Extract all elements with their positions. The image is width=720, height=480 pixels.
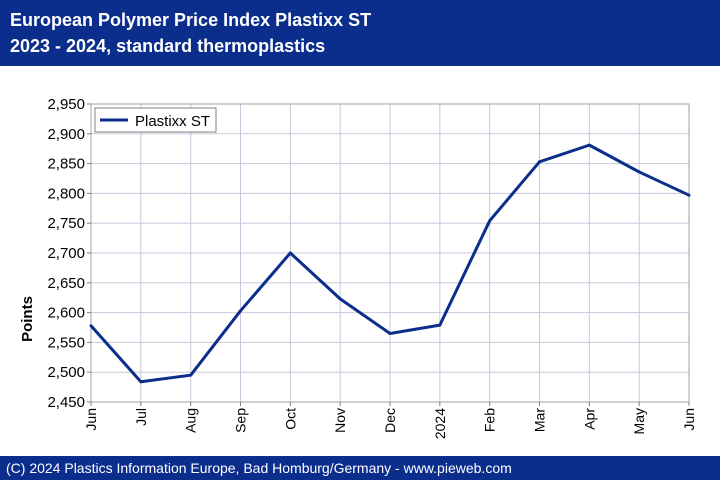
y-tick-label: 2,650 (47, 275, 85, 292)
series-layer (89, 143, 691, 384)
data-point (538, 160, 541, 164)
x-tick-label: Jun (681, 408, 697, 431)
y-tick-label: 2,950 (47, 96, 85, 113)
legend-label: Plastixx ST (135, 113, 210, 130)
chart-subtitle: 2023 - 2024, standard thermoplastics (10, 36, 326, 56)
copyright-text: (C) 2024 Plastics Information Europe, Ba… (6, 460, 512, 476)
x-tick-label: May (631, 408, 647, 434)
y-tick-label: 2,550 (47, 334, 85, 351)
data-point (89, 324, 93, 328)
y-tick-label: 2,900 (47, 126, 85, 143)
footer: (C) 2024 Plastics Information Europe, Ba… (0, 456, 720, 480)
x-tick-label: Nov (332, 408, 348, 433)
y-tick-label: 2,700 (47, 245, 85, 262)
data-point (438, 323, 442, 327)
x-tick-label: Oct (282, 408, 298, 430)
data-point (338, 297, 342, 301)
y-tick-label: 2,500 (47, 364, 85, 381)
line-chart: 2,450 2,500 2,550 2,600 2,650 2,700 2,750 2,800… (19, 96, 697, 439)
legend: Plastixx ST (94, 107, 217, 133)
x-tick-label: Feb (482, 408, 498, 432)
data-point (587, 143, 591, 147)
x-tick-label: 2024 (432, 408, 448, 439)
x-tick-label: Dec (382, 408, 398, 433)
y-tick-label: 2,800 (47, 185, 85, 202)
x-tick-label: Aug (183, 408, 199, 433)
y-tick-label: 2,750 (47, 215, 85, 232)
y-tick-label: 2,600 (47, 305, 85, 322)
data-point (388, 331, 392, 335)
data-point (189, 373, 193, 377)
data-point (488, 219, 492, 223)
y-tick-label: 2,450 (47, 394, 85, 411)
y-tick-label: 2,850 (47, 156, 85, 173)
x-tick-label: Mar (532, 408, 548, 432)
x-tick-label: Sep (233, 408, 249, 433)
data-point (239, 309, 242, 313)
y-axis-ticks: 2,450 2,500 2,550 2,600 2,650 2,700 2,750 2,800… (47, 96, 91, 411)
data-point (288, 251, 292, 255)
y-axis-label: Points (19, 296, 36, 342)
data-point (687, 193, 691, 197)
grid-lines (90, 103, 690, 403)
x-tick-label: Jul (133, 408, 149, 426)
x-axis-ticks: Jun Jul Aug Sep Oct Nov Dec 2024 Feb Mar Apr May Jun (83, 402, 697, 439)
x-tick-label: Apr (581, 408, 597, 430)
chart-title: European Polymer Price Index Plastixx ST (10, 10, 372, 30)
x-tick-label: Jun (83, 408, 99, 431)
data-point (637, 170, 641, 174)
data-point (139, 380, 143, 384)
chart-header: European Polymer Price Index Plastixx ST… (0, 0, 720, 66)
